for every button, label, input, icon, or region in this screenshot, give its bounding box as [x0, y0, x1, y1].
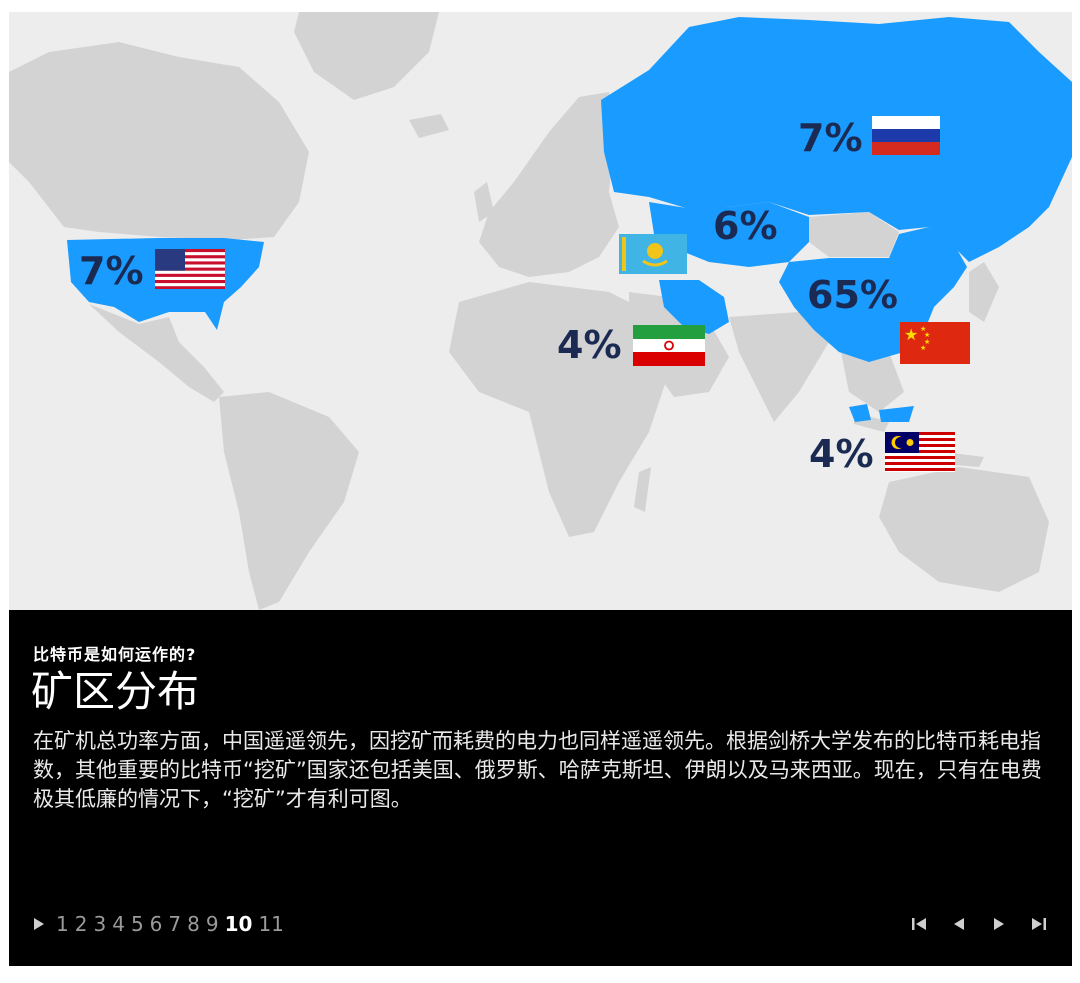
next-page-button[interactable] — [988, 913, 1010, 935]
china-percent: 65% — [807, 273, 898, 317]
kazakhstan-flag — [619, 234, 687, 274]
page-5[interactable]: 5 — [130, 912, 144, 936]
section-kicker: 比特币是如何运作的? — [33, 645, 197, 664]
last-page-icon — [1032, 918, 1046, 930]
russia-percent: 7% — [798, 116, 863, 160]
malaysia-percent: 4% — [809, 432, 874, 476]
iran-percent: 4% — [557, 323, 622, 367]
malaysia-region — [849, 404, 914, 422]
first-page-icon — [912, 918, 926, 930]
page-2[interactable]: 2 — [74, 912, 88, 936]
page-3[interactable]: 3 — [93, 912, 107, 936]
iran-region — [659, 280, 729, 334]
usa-percent: 7% — [79, 249, 144, 293]
svg-text:★: ★ — [920, 344, 926, 352]
slide-description: 在矿机总功率方面，中国遥遥领先，因挖矿而耗费的电力也同样遥遥领先。根据剑桥大学发… — [33, 729, 1042, 811]
first-page-button[interactable] — [908, 913, 930, 935]
svg-text:★: ★ — [924, 338, 930, 346]
page-7[interactable]: 7 — [168, 912, 182, 936]
europe — [479, 92, 619, 277]
slide-title: 矿区分布 — [31, 667, 200, 716]
world-map: 7% 7% 6% 65% 4% 4% — [9, 12, 1072, 610]
mexico — [89, 304, 224, 402]
uk — [474, 182, 494, 222]
page-9[interactable]: 9 — [205, 912, 219, 936]
slide-pagination: 1 2 3 4 5 6 7 8 9 10 11 — [25, 910, 287, 938]
play-icon — [34, 918, 44, 930]
svg-text:★: ★ — [920, 325, 926, 333]
africa — [449, 282, 669, 537]
caption-panel: 比特币是如何运作的? 矿区分布 在矿机总功率方面，中国遥遥领先，因挖矿而耗费的电… — [9, 610, 1072, 966]
prev-page-icon — [954, 918, 964, 930]
canada — [9, 42, 309, 240]
play-button[interactable] — [25, 910, 53, 938]
prev-page-button[interactable] — [948, 913, 970, 935]
japan — [969, 262, 999, 322]
china-flag: ★ ★ ★ ★ ★ — [900, 322, 970, 364]
russia-flag — [872, 116, 940, 155]
page-1[interactable]: 1 — [56, 912, 69, 936]
russia-region — [601, 17, 1072, 262]
kazakhstan-region — [649, 202, 809, 267]
page-10-current[interactable]: 10 — [224, 912, 253, 936]
svg-text:★: ★ — [924, 331, 930, 339]
last-page-button[interactable] — [1028, 913, 1050, 935]
page-11[interactable]: 11 — [258, 912, 284, 936]
page-4[interactable]: 4 — [112, 912, 125, 936]
madagascar — [634, 467, 651, 512]
page-8[interactable]: 8 — [187, 912, 200, 936]
iceland — [409, 114, 449, 138]
iran-flag — [633, 325, 705, 366]
greenland — [294, 12, 439, 100]
south-america — [219, 392, 359, 610]
page-6[interactable]: 6 — [149, 912, 163, 936]
slide-nav-controls — [908, 910, 1050, 938]
india — [729, 312, 829, 422]
kazakhstan-percent: 6% — [713, 204, 778, 248]
usa-flag — [155, 249, 225, 289]
se-asia — [839, 342, 904, 412]
svg-text:★: ★ — [904, 325, 918, 344]
mongolia — [809, 212, 899, 257]
world-map-svg: 7% 7% 6% 65% 4% 4% — [9, 12, 1072, 610]
next-page-icon — [994, 918, 1004, 930]
australia — [879, 467, 1049, 592]
malaysia-flag — [885, 432, 955, 472]
